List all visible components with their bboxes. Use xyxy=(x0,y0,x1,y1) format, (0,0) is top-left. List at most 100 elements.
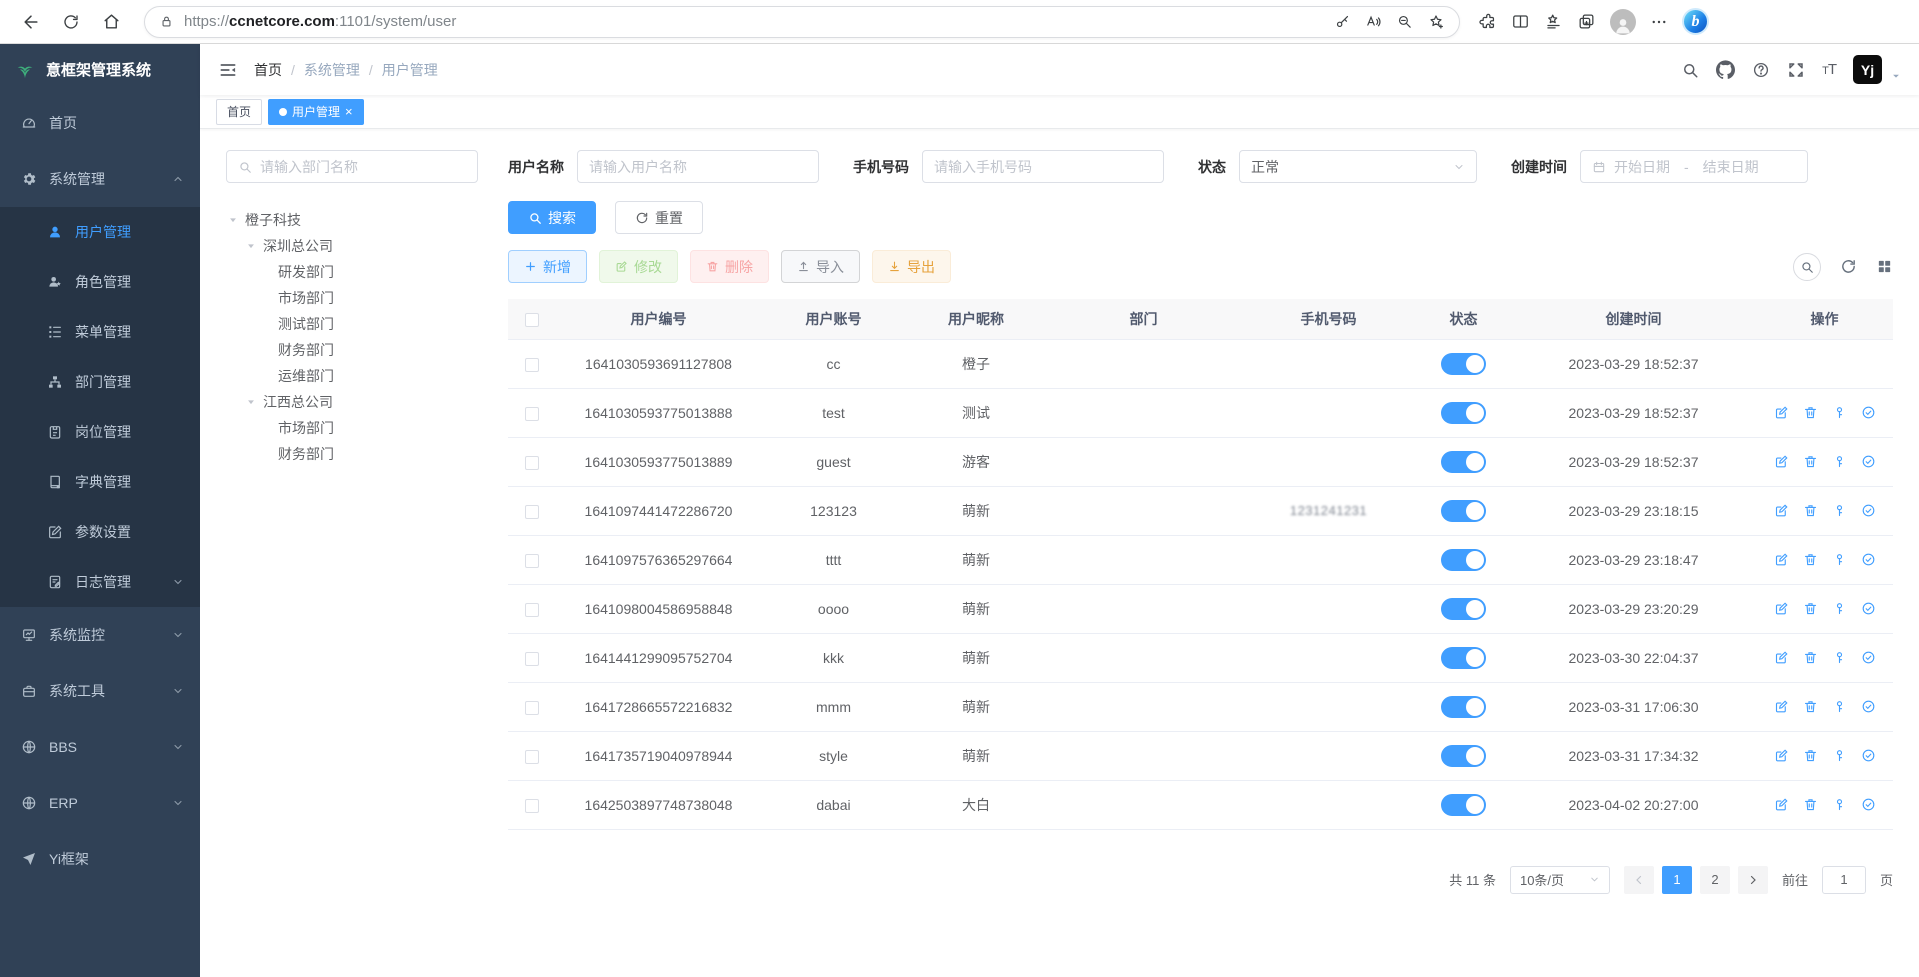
user-avatar[interactable]: Yj xyxy=(1853,55,1882,84)
browser-refresh-button[interactable] xyxy=(54,5,88,39)
row-edit-icon[interactable] xyxy=(1774,405,1789,420)
add-favorite-icon[interactable] xyxy=(1427,13,1445,31)
browser-profile-avatar[interactable] xyxy=(1610,8,1636,35)
tree-node[interactable]: 测试部门 xyxy=(226,311,478,337)
add-button[interactable]: 新增 xyxy=(508,250,587,283)
row-delete-icon[interactable] xyxy=(1803,405,1818,420)
row-assign-role-icon[interactable] xyxy=(1861,552,1876,567)
row-edit-icon[interactable] xyxy=(1774,552,1789,567)
split-screen-icon[interactable] xyxy=(1511,12,1530,31)
sidebar-item-tools[interactable]: 系统工具 xyxy=(0,663,200,719)
browser-back-button[interactable] xyxy=(14,5,48,39)
browser-menu-icon[interactable] xyxy=(1650,13,1668,31)
page-size-select[interactable]: 10条/页 xyxy=(1509,865,1610,894)
tree-node[interactable]: 江西总公司 xyxy=(226,389,478,415)
row-checkbox[interactable] xyxy=(525,749,539,764)
refresh-table-button[interactable] xyxy=(1840,258,1857,275)
breadcrumb-system[interactable]: 系统管理 xyxy=(303,61,360,78)
sidebar-item-dict-mgmt[interactable]: 字典管理 xyxy=(0,457,200,507)
status-toggle[interactable] xyxy=(1441,401,1486,424)
tab-user-mgmt[interactable]: 用户管理 × xyxy=(268,98,364,125)
tree-node[interactable]: 研发部门 xyxy=(226,259,478,285)
row-assign-role-icon[interactable] xyxy=(1861,454,1876,469)
status-toggle[interactable] xyxy=(1441,548,1486,571)
tree-expand-caret-icon[interactable] xyxy=(246,241,256,251)
avatar-caret-icon[interactable] xyxy=(1891,71,1901,81)
sidebar-item-user-mgmt[interactable]: 用户管理 xyxy=(0,207,200,257)
tree-node[interactable]: 运维部门 xyxy=(226,363,478,389)
font-size-icon[interactable]: TT xyxy=(1822,61,1837,78)
row-checkbox[interactable] xyxy=(525,651,539,666)
status-toggle[interactable] xyxy=(1441,499,1486,522)
row-reset-password-icon[interactable] xyxy=(1832,650,1847,665)
tree-node[interactable]: 市场部门 xyxy=(226,285,478,311)
collections-icon[interactable] xyxy=(1544,12,1563,31)
tree-node[interactable]: 深圳总公司 xyxy=(226,233,478,259)
fullscreen-icon[interactable] xyxy=(1787,61,1805,79)
status-toggle[interactable] xyxy=(1441,352,1486,375)
breadcrumb-home[interactable]: 首页 xyxy=(254,61,282,78)
row-assign-role-icon[interactable] xyxy=(1861,601,1876,616)
row-edit-icon[interactable] xyxy=(1774,650,1789,665)
page-2-button[interactable]: 2 xyxy=(1699,865,1730,894)
sidebar-item-post-mgmt[interactable]: 岗位管理 xyxy=(0,407,200,457)
row-reset-password-icon[interactable] xyxy=(1832,797,1847,812)
edit-button[interactable]: 修改 xyxy=(599,250,678,283)
github-icon[interactable] xyxy=(1716,60,1736,79)
status-toggle[interactable] xyxy=(1441,744,1486,767)
browser-home-button[interactable] xyxy=(94,5,128,39)
row-delete-icon[interactable] xyxy=(1803,797,1818,812)
row-delete-icon[interactable] xyxy=(1803,454,1818,469)
sidebar-item-system[interactable]: 系统管理 xyxy=(0,151,200,207)
sidebar-item-dept-mgmt[interactable]: 部门管理 xyxy=(0,357,200,407)
zoom-out-icon[interactable] xyxy=(1396,13,1413,30)
row-edit-icon[interactable] xyxy=(1774,454,1789,469)
delete-button[interactable]: 删除 xyxy=(690,250,769,283)
sidebar-item-menu-mgmt[interactable]: 菜单管理 xyxy=(0,307,200,357)
row-assign-role-icon[interactable] xyxy=(1861,405,1876,420)
row-checkbox[interactable] xyxy=(525,504,539,519)
tree-node[interactable]: 橙子科技 xyxy=(226,207,478,233)
row-reset-password-icon[interactable] xyxy=(1832,601,1847,616)
status-select[interactable]: 正常 xyxy=(1239,150,1477,183)
tree-node[interactable]: 财务部门 xyxy=(226,337,478,363)
tree-node[interactable]: 市场部门 xyxy=(226,415,478,441)
row-reset-password-icon[interactable] xyxy=(1832,503,1847,518)
row-edit-icon[interactable] xyxy=(1774,797,1789,812)
row-reset-password-icon[interactable] xyxy=(1832,405,1847,420)
sidebar-item-role-mgmt[interactable]: 角色管理 xyxy=(0,257,200,307)
copilot-icon[interactable]: b xyxy=(1682,8,1709,35)
row-checkbox[interactable] xyxy=(525,798,539,813)
row-assign-role-icon[interactable] xyxy=(1861,503,1876,518)
row-assign-role-icon[interactable] xyxy=(1861,699,1876,714)
status-toggle[interactable] xyxy=(1441,646,1486,669)
sidebar-item-param-settings[interactable]: 参数设置 xyxy=(0,507,200,557)
sidebar-collapse-button[interactable] xyxy=(218,60,238,80)
new-tab-icon[interactable] xyxy=(1577,12,1596,31)
goto-page-input[interactable] xyxy=(1821,865,1866,894)
status-toggle[interactable] xyxy=(1441,450,1486,473)
row-delete-icon[interactable] xyxy=(1803,748,1818,763)
row-checkbox[interactable] xyxy=(525,700,539,715)
row-reset-password-icon[interactable] xyxy=(1832,454,1847,469)
row-edit-icon[interactable] xyxy=(1774,699,1789,714)
row-checkbox[interactable] xyxy=(525,602,539,617)
help-icon[interactable] xyxy=(1752,61,1770,79)
phone-input[interactable]: 请输入手机号码 xyxy=(922,150,1164,183)
toggle-search-button[interactable] xyxy=(1793,252,1821,281)
date-range-picker[interactable]: 开始日期 - 结束日期 xyxy=(1580,150,1808,183)
sidebar-item-log-mgmt[interactable]: 日志管理 xyxy=(0,557,200,607)
import-button[interactable]: 导入 xyxy=(781,250,860,283)
status-toggle[interactable] xyxy=(1441,597,1486,620)
row-assign-role-icon[interactable] xyxy=(1861,650,1876,665)
row-reset-password-icon[interactable] xyxy=(1832,699,1847,714)
row-reset-password-icon[interactable] xyxy=(1832,552,1847,567)
tab-home[interactable]: 首页 xyxy=(216,98,263,125)
row-delete-icon[interactable] xyxy=(1803,552,1818,567)
sidebar-item-erp[interactable]: ERP xyxy=(0,775,200,831)
sidebar-item-monitor[interactable]: 系统监控 xyxy=(0,607,200,663)
row-assign-role-icon[interactable] xyxy=(1861,797,1876,812)
row-delete-icon[interactable] xyxy=(1803,699,1818,714)
next-page-button[interactable] xyxy=(1737,865,1768,894)
sidebar-item-home[interactable]: 首页 xyxy=(0,95,200,151)
